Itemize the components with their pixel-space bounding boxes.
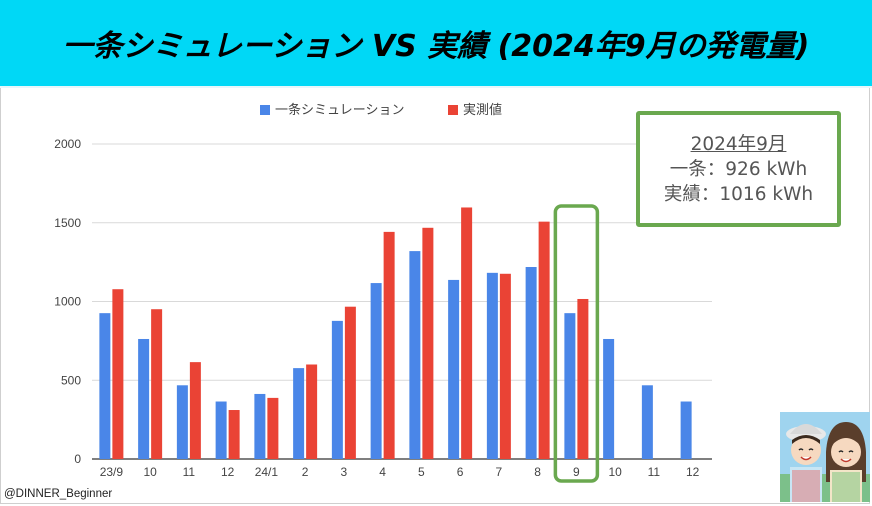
bar-simulation: [176, 385, 188, 459]
legend-label: 実測値: [463, 102, 502, 118]
y-tick-label: 1000: [54, 295, 81, 309]
x-tick-label: 3: [341, 465, 348, 479]
bar-actual: [306, 364, 318, 459]
bar-simulation: [486, 272, 498, 459]
x-axis-tick-labels: 23/9 10 11 12 24/1 2 3 4 5 6 7 8 9 10 11 12: [100, 465, 700, 479]
chart-bars: [99, 207, 692, 459]
bar-simulation: [603, 338, 615, 459]
bar-simulation: [99, 313, 111, 459]
summary-simulation: 一条：926 kWh: [669, 158, 808, 180]
legend-swatch: [260, 105, 270, 115]
y-tick-label: 1500: [54, 216, 81, 230]
y-tick-label: 0: [74, 452, 81, 466]
x-tick-label: 10: [143, 465, 157, 479]
bar-simulation: [370, 283, 382, 459]
bar-simulation: [215, 401, 227, 459]
author-credit: @DINNER_Beginner: [4, 488, 113, 500]
chart-title: 一条シミュレーション VS 実績 (2024年9月の発電量): [62, 29, 810, 64]
bar-actual: [344, 306, 356, 459]
x-tick-label: 4: [379, 465, 386, 479]
x-tick-label: 6: [457, 465, 464, 479]
bar-actual: [112, 289, 124, 459]
highlight-group: [553, 204, 600, 483]
legend-swatch: [448, 105, 458, 115]
y-tick-label: 500: [61, 373, 81, 387]
summary-month: 2024年9月: [690, 133, 787, 155]
x-tick-label: 24/1: [255, 465, 279, 479]
chart-legend: 一条シミュレーション 実測値: [260, 102, 502, 118]
bar-simulation: [254, 393, 266, 459]
title-banner: 一条シミュレーション VS 実績 (2024年9月の発電量): [0, 0, 872, 86]
bar-chart: 一条シミュレーション 実測値 0 500 1000 1500 2000 23/9 10 11 1…: [54, 102, 712, 483]
x-tick-label: 8: [534, 465, 541, 479]
bar-simulation: [525, 267, 537, 459]
bar-actual: [383, 231, 395, 459]
bar-actual: [267, 397, 279, 459]
bar-simulation: [138, 338, 150, 459]
bar-actual: [538, 221, 550, 459]
x-tick-label: 12: [686, 465, 700, 479]
bar-simulation: [409, 251, 421, 459]
summary-box: 2024年9月 一条：926 kWh 実績：1016 kWh: [636, 111, 841, 227]
bar-actual: [577, 298, 589, 459]
x-tick-label: 11: [648, 465, 661, 479]
bar-actual: [189, 362, 201, 459]
x-tick-label: 7: [496, 465, 503, 479]
x-tick-label: 10: [608, 465, 622, 479]
bar-actual: [499, 273, 511, 459]
bar-actual: [422, 227, 434, 459]
summary-actual: 実績：1016 kWh: [663, 183, 814, 205]
title-divider: [0, 86, 872, 88]
y-axis-tick-labels: 0 500 1000 1500 2000: [54, 137, 81, 466]
bar-simulation: [680, 401, 692, 459]
x-tick-label: 9: [573, 465, 580, 479]
bar-simulation: [641, 385, 653, 459]
highlight-box: [553, 204, 600, 483]
legend-label: 一条シミュレーション: [275, 102, 404, 118]
avatar-couple-icon: [780, 412, 870, 502]
x-tick-label: 5: [418, 465, 425, 479]
x-tick-label: 2: [302, 465, 309, 479]
bar-actual: [151, 309, 163, 459]
y-tick-label: 2000: [54, 137, 81, 151]
x-tick-label: 12: [221, 465, 235, 479]
bar-simulation: [293, 368, 305, 459]
x-tick-label: 11: [183, 465, 196, 479]
bar-simulation: [448, 279, 460, 459]
bar-simulation: [331, 320, 343, 459]
bar-actual: [228, 410, 240, 459]
x-tick-label: 23/9: [100, 465, 124, 479]
bar-actual: [461, 207, 473, 459]
bar-simulation: [564, 313, 576, 459]
